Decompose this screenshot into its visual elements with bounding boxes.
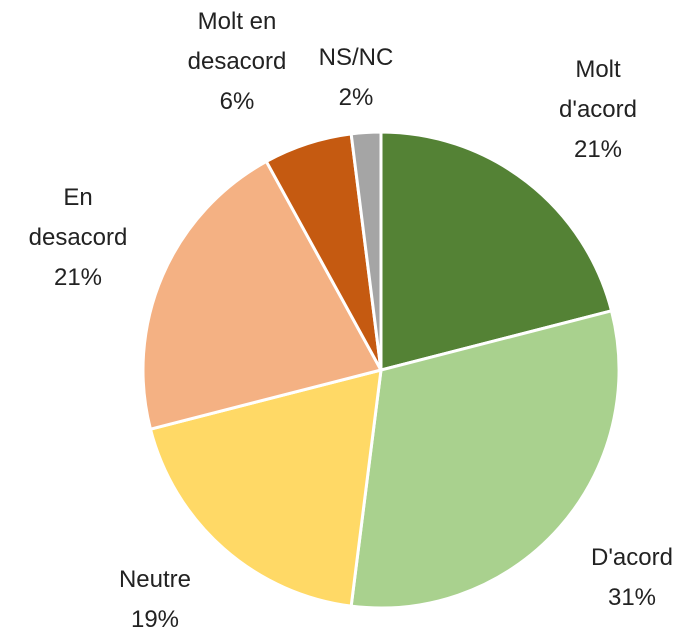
slice-label: Molt d'acord 21% xyxy=(543,50,653,170)
value-label: 21% xyxy=(573,136,623,163)
category-label: D'acord xyxy=(591,544,673,571)
pie-slice xyxy=(379,130,614,372)
category-label: NS/NC xyxy=(318,44,394,71)
pie-slice xyxy=(141,159,383,431)
pie-slice xyxy=(349,309,621,610)
slice-label: En desacord 21% xyxy=(21,178,136,298)
value-label: 19% xyxy=(130,606,180,633)
value-label: 31% xyxy=(607,584,657,611)
value-label: 21% xyxy=(53,264,103,291)
category-label: Neutre xyxy=(118,566,192,593)
value-label: 2% xyxy=(338,84,374,111)
category-label: Molt en desacord xyxy=(187,8,287,75)
category-label: Molt d'acord xyxy=(559,56,637,123)
value-label: 6% xyxy=(219,88,255,115)
slice-label: Neutre 19% xyxy=(80,560,230,640)
slice-label: D'acord 31% xyxy=(557,538,690,618)
category-label: En desacord xyxy=(28,184,128,251)
slice-label: Molt en desacord 6% xyxy=(170,2,305,122)
slice-label: NS/NC 2% xyxy=(301,38,411,118)
pie-slice xyxy=(349,130,383,372)
pie-slice xyxy=(148,368,383,608)
